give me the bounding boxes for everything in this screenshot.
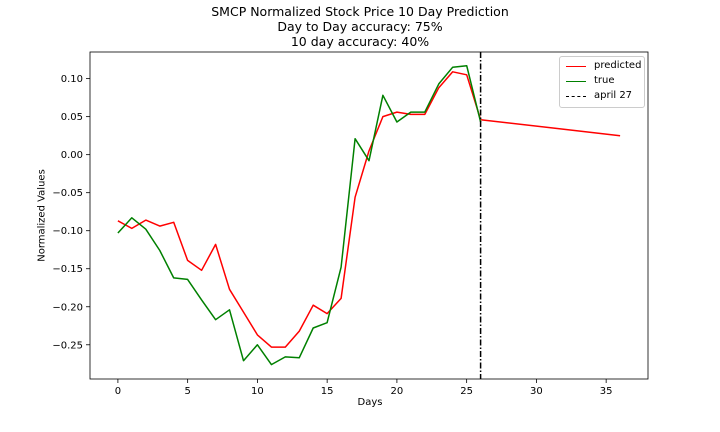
legend-item-predicted: predicted (566, 59, 641, 73)
axes-frame (89, 51, 649, 380)
legend-swatch-true (566, 80, 586, 82)
chart-title-line-1: SMCP Normalized Stock Price 10 Day Predi… (211, 4, 509, 19)
y-tick-label: −0.10 (52, 226, 83, 237)
x-tick-label: 25 (460, 386, 473, 397)
y-tick-label: 0.10 (61, 74, 83, 85)
legend-item-april-27: april 27 (566, 89, 632, 103)
y-axis-label: Normalized Values (36, 169, 48, 262)
y-tick-label: 0.05 (61, 112, 83, 123)
y-tick-label: −0.15 (52, 264, 83, 275)
x-tick-label: 5 (184, 386, 190, 397)
x-tick-label: 0 (115, 386, 121, 397)
y-tick-label: −0.25 (52, 340, 83, 351)
legend-swatch-predicted (566, 65, 586, 67)
x-tick-label: 30 (530, 386, 543, 397)
y-tick-label: −0.05 (52, 188, 83, 199)
series-line-true (117, 64, 482, 366)
x-tick-label: 15 (321, 386, 334, 397)
x-tick-label: 35 (600, 386, 613, 397)
chart-legend: predicted true april 27 (559, 56, 645, 108)
y-tick-label: 0.00 (61, 150, 83, 161)
x-tick-label: 10 (251, 386, 264, 397)
legend-label-true: true (594, 75, 615, 86)
legend-label-predicted: predicted (594, 60, 642, 71)
x-axis-label: Days (357, 397, 383, 408)
chart-title-line-2: Day to Day accuracy: 75% (277, 19, 443, 34)
x-tick-label: 20 (391, 386, 404, 397)
y-tick-label: −0.20 (52, 302, 83, 313)
legend-label-april-27: april 27 (594, 90, 633, 101)
chart-title-line-3: 10 day accuracy: 40% (290, 34, 430, 49)
legend-item-true: true (566, 74, 615, 88)
series-line-predicted (117, 71, 621, 348)
legend-swatch-april-27 (566, 95, 586, 97)
